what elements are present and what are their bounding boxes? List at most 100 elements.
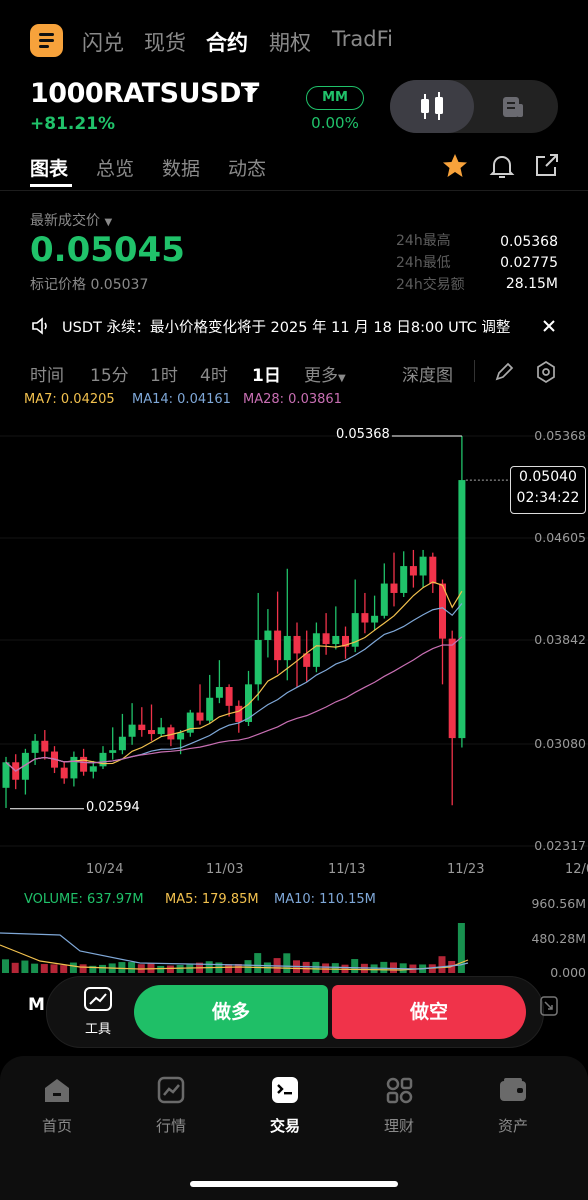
top-nav-spot[interactable]: 现货 — [144, 31, 186, 55]
volume-bar — [448, 961, 456, 973]
vol-ma10-line — [0, 932, 469, 970]
y-tick: 0.04605 — [534, 530, 586, 545]
interval-time[interactable]: 时间 — [30, 366, 64, 386]
ma14-value: MA14: 0.04161 — [132, 392, 231, 407]
candle-body — [196, 712, 204, 721]
y-tick: 0.03080 — [534, 736, 586, 751]
candle-body — [390, 583, 398, 593]
low-label: 24h最低 — [396, 255, 451, 271]
mm-percent: 0.00% — [311, 114, 359, 132]
last-price: 0.05045 — [30, 230, 185, 270]
candle-view-button[interactable] — [390, 80, 474, 133]
document-icon[interactable] — [500, 94, 526, 120]
candle-body — [41, 740, 49, 752]
volume-bar — [186, 964, 194, 973]
candle-body — [332, 635, 340, 645]
tab-chart[interactable]: 图表 — [30, 158, 69, 180]
top-nav-futures[interactable]: 合约 — [206, 31, 248, 55]
earn-icon[interactable] — [384, 1075, 414, 1105]
interval-more[interactable]: 更多▼ — [304, 366, 346, 386]
symbol-selector[interactable]: 1000RATSUSDT — [30, 78, 259, 109]
ma7-value: MA7: 0.04205 — [24, 392, 115, 407]
nav-earn[interactable]: 理财 — [383, 1117, 414, 1135]
mm-badge[interactable]: MM — [306, 86, 364, 110]
low-marker-label: 0.02594 — [86, 800, 140, 815]
change-percent: +81.21% — [30, 114, 116, 134]
announcement-text[interactable]: USDT 永续：最小价格变化将于 2025 年 11 月 18 日8:00 UT… — [62, 320, 511, 336]
app-menu-icon[interactable] — [30, 24, 63, 57]
star-icon[interactable] — [441, 152, 469, 180]
interval-1d[interactable]: 1日 — [252, 366, 281, 386]
high-label: 24h最高 — [396, 233, 451, 249]
view-toggle[interactable] — [390, 80, 558, 133]
candle-body — [60, 767, 68, 779]
candle-body — [342, 635, 349, 647]
nav-trade[interactable]: 交易 — [269, 1117, 300, 1135]
candle-body — [128, 724, 136, 737]
high-marker-label: 0.05368 — [336, 427, 390, 442]
pencil-icon[interactable] — [492, 360, 516, 384]
top-nav-tradfi[interactable]: TradFi — [332, 27, 393, 51]
interval-1h[interactable]: 1时 — [150, 366, 178, 386]
top-nav-options[interactable]: 期权 — [269, 31, 311, 55]
volume-bar — [40, 964, 48, 973]
nav-assets[interactable]: 资产 — [497, 1117, 528, 1135]
interval-15m[interactable]: 15分 — [90, 366, 129, 386]
top-nav-swap[interactable]: 闪兑 — [82, 31, 124, 55]
candle-body — [21, 752, 29, 780]
candle-body — [419, 556, 427, 576]
close-icon[interactable] — [541, 318, 557, 334]
interval-4h[interactable]: 4时 — [200, 366, 228, 386]
long-button[interactable]: 做多 — [134, 985, 328, 1039]
candlestick-chart[interactable] — [0, 400, 588, 890]
volume-bar — [370, 964, 378, 973]
divider — [474, 360, 475, 382]
candle-body — [2, 762, 10, 788]
nav-market[interactable]: 行情 — [155, 1117, 186, 1135]
tab-feed[interactable]: 动态 — [228, 158, 267, 180]
settings-icon[interactable] — [534, 360, 558, 384]
wallet-icon[interactable] — [498, 1075, 528, 1105]
last-price-label[interactable]: 最新成交价 ▼ — [30, 213, 113, 229]
expand-icon[interactable] — [540, 996, 558, 1016]
tools-icon[interactable] — [83, 986, 113, 1012]
vol-ma10-value: MA10: 110.15M — [274, 892, 376, 907]
speaker-icon — [32, 317, 47, 335]
volume-bar — [157, 965, 165, 973]
volume-bar — [31, 963, 39, 973]
volume-bar — [322, 963, 330, 973]
volume-label: 24h交易额 — [396, 277, 465, 293]
volume-tick: 0.000 — [550, 965, 586, 980]
candle-body — [99, 752, 107, 767]
nav-home[interactable]: 首页 — [41, 1117, 72, 1135]
volume-bar — [11, 962, 19, 973]
candle-body — [371, 615, 379, 623]
tab-data[interactable]: 数据 — [162, 158, 201, 180]
depth-chart-button[interactable]: 深度图 — [402, 366, 453, 386]
volume-value-label: VOLUME: 637.97M — [24, 892, 144, 907]
candle-body — [254, 639, 262, 685]
volume-bar — [176, 964, 184, 973]
volume-bar — [79, 964, 87, 973]
tools-label[interactable]: 工具 — [84, 1022, 111, 1037]
home-icon[interactable] — [42, 1075, 72, 1105]
low-value: 0.02775 — [500, 255, 558, 271]
candle-body — [148, 730, 155, 735]
bell-icon[interactable] — [488, 152, 516, 180]
trade-icon[interactable] — [270, 1075, 300, 1105]
tab-indicator — [30, 184, 72, 187]
volume-bar — [147, 963, 155, 973]
candle-body — [264, 630, 272, 640]
share-icon[interactable] — [533, 152, 561, 180]
volume-bar — [283, 953, 291, 973]
volume-bar — [89, 965, 97, 973]
short-button[interactable]: 做空 — [332, 985, 526, 1039]
candle-body — [293, 635, 301, 654]
tab-overview[interactable]: 总览 — [96, 158, 135, 180]
candle-body — [225, 687, 233, 706]
chevron-down-icon[interactable] — [244, 88, 258, 96]
market-icon[interactable] — [156, 1075, 186, 1105]
candle-body — [409, 566, 417, 576]
home-indicator — [190, 1181, 398, 1187]
y-tick: 0.05368 — [534, 428, 586, 443]
